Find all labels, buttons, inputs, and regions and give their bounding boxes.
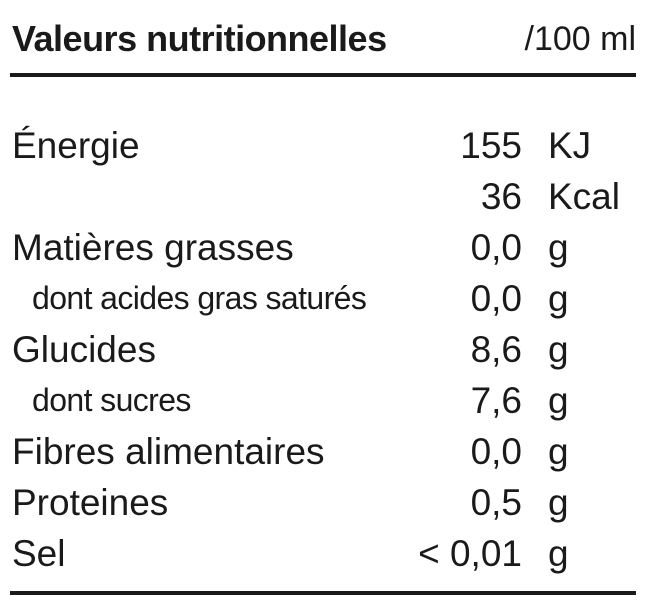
nutrient-value: < 0,01 — [418, 533, 522, 574]
nutrient-unit: g — [548, 482, 569, 523]
nutrient-unit: KJ — [548, 125, 592, 166]
nutrient-label: Matières grasses — [12, 227, 294, 268]
nutrient-row-fat: Matières grasses 0,0 g — [12, 222, 636, 273]
nutrient-unit: g — [548, 533, 569, 574]
nutrient-label: dont acides gras saturés — [32, 280, 367, 316]
nutrient-value: 0,0 — [470, 278, 522, 319]
nutrient-value: 155 — [460, 125, 522, 166]
nutrient-row-energy-kcal: 36 Kcal — [12, 171, 636, 222]
nutrient-unit: g — [548, 431, 569, 472]
nutrient-row-salt: Sel < 0,01 g — [12, 528, 636, 579]
nutrient-label: Proteines — [12, 482, 169, 523]
nutrient-unit: g — [548, 278, 569, 319]
nutrient-label: Glucides — [12, 329, 156, 370]
nutrient-row-protein: Proteines 0,5 g — [12, 477, 636, 528]
nutrient-value: 0,0 — [470, 431, 522, 472]
nutrient-label: Énergie — [12, 125, 140, 166]
nutrient-label: Fibres alimentaires — [12, 431, 325, 472]
bottom-divider — [10, 591, 636, 595]
nutrition-header: Valeurs nutritionnelles /100 ml — [12, 14, 636, 64]
top-divider — [10, 73, 636, 77]
nutrient-unit: g — [548, 380, 569, 421]
nutrition-table: Énergie 155 KJ 36 Kcal Matières grasses … — [12, 120, 636, 579]
nutrient-value: 8,6 — [470, 329, 522, 370]
nutrient-row-saturated-fat: dont acides gras saturés 0,0 g — [12, 273, 636, 324]
nutrient-value: 36 — [480, 176, 522, 217]
nutrition-title: Valeurs nutritionnelles — [12, 18, 387, 59]
nutrient-value: 7,6 — [470, 380, 522, 421]
nutrient-unit: g — [548, 329, 569, 370]
nutrient-label: dont sucres — [32, 382, 191, 418]
nutrient-row-energy-kj: Énergie 155 KJ — [12, 120, 636, 171]
nutrient-value: 0,0 — [470, 227, 522, 268]
nutrient-label: Sel — [12, 533, 66, 574]
nutrient-unit: g — [548, 227, 569, 268]
serving-unit: /100 ml — [524, 20, 637, 58]
nutrient-row-carbohydrates: Glucides 8,6 g — [12, 324, 636, 375]
nutrient-value: 0,5 — [470, 482, 522, 523]
nutrient-row-fibre: Fibres alimentaires 0,0 g — [12, 426, 636, 477]
nutrient-unit: Kcal — [548, 176, 620, 217]
nutrient-row-sugars: dont sucres 7,6 g — [12, 375, 636, 426]
